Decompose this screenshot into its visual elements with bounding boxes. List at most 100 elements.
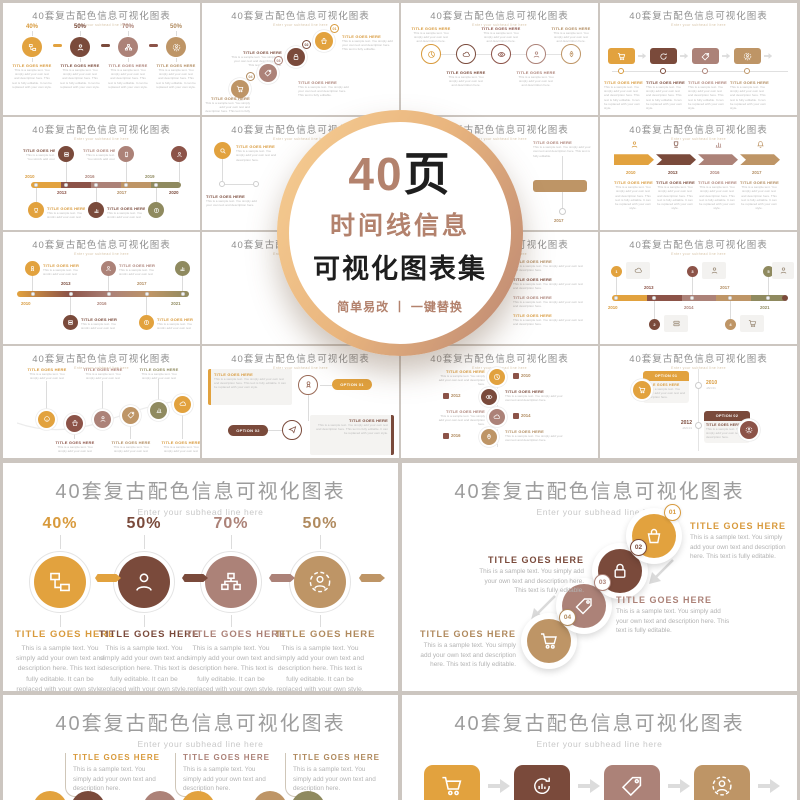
step-body: This is a sample text. You simply add yo… (85, 153, 115, 161)
slide-thumb-16[interactable]: 40套复古配色信息可视化图表 Enter your subhead line h… (600, 345, 797, 458)
large-preview-grid: 40套复古配色信息可视化图表 Enter your subhead line h… (0, 463, 800, 800)
user-icon (710, 266, 719, 275)
timeline-node (145, 291, 149, 296)
stem-line (616, 276, 617, 295)
step-text: TITLE GOES HERE This is a sample text. Y… (204, 96, 250, 115)
slide-thumb-04[interactable]: 40套复古配色信息可视化图表 Enter your subhead line h… (600, 3, 797, 116)
user-target-icon (745, 426, 753, 434)
slide-thumb-13[interactable]: 40套复古配色信息可视化图表 Enter your subhead line h… (3, 345, 200, 458)
cup-icon (33, 207, 40, 214)
year-sub-label: JAN 01 (706, 385, 716, 390)
step-body: This is a sample text. You simply add yo… (275, 645, 365, 691)
stem-line (182, 414, 183, 439)
timeline-node (618, 68, 624, 74)
badge-count-suffix: 页 (403, 148, 452, 200)
thumb-title: 40套复古配色信息可视化图表 (32, 353, 171, 365)
step-body: This is a sample text. You simply add yo… (85, 371, 121, 381)
slide-thumb-09[interactable]: 40套复古配色信息可视化图表 Enter your subhead line h… (3, 231, 200, 344)
org-chart-icon (218, 569, 244, 595)
bar-chart-icon (155, 406, 163, 414)
stem-line (126, 162, 127, 183)
slide-thumb-05[interactable]: 40套复古配色信息可视化图表 Enter your subhead line h… (3, 117, 200, 230)
step-circle (259, 64, 277, 82)
slide-thumb-03[interactable]: 40套复古配色信息可视化图表 Enter your subhead line h… (401, 3, 598, 116)
bar-segment (612, 294, 647, 301)
thumb-title: 40套复古配色信息可视化图表 (430, 11, 569, 22)
slide-thumb-08[interactable]: 40套复古配色信息可视化图表 Enter your subhead line h… (600, 117, 797, 230)
step-title: TITLE GOES HERE (616, 595, 713, 605)
step-body: This is a sample text. You simply add yo… (413, 31, 449, 42)
lock-icon (610, 561, 630, 581)
thumb-canvas: TITLE GOES HERE This is a sample text. Yo… (202, 138, 399, 229)
step-title: TITLE GOES HERE (12, 63, 52, 68)
step-card (424, 765, 480, 800)
year-label: 2013 (57, 190, 67, 196)
step-circle (287, 48, 305, 66)
arrow-right-icon (638, 52, 647, 60)
step-title: TITLE GOES HERE (210, 96, 250, 101)
option-pill: OPTION 02 (228, 424, 268, 436)
thumb-canvas: 40% TITLE GOES HERE This is a sample tex… (3, 24, 200, 115)
cart-icon (440, 774, 464, 800)
server-icon (63, 151, 70, 158)
step-circle (174, 395, 191, 413)
chevron-segment (740, 154, 780, 166)
step-number: 04 (559, 609, 576, 626)
preview-slide-diagonal-steps[interactable]: 40套复古配色信息可视化图表 Enter your subhead line h… (402, 463, 797, 691)
slide-canvas: 01 02 03 04 TITLE GOES HERE This is a sam… (402, 463, 797, 691)
step-body: This is a sample text. You simply add yo… (57, 444, 93, 454)
step-body: This is a sample text. You simply add yo… (741, 185, 777, 211)
year-chip: 2014 (513, 412, 531, 419)
server-icon (67, 319, 74, 326)
year-sub-label: JAN 01 (682, 425, 692, 430)
percent-step: 50% TITLE GOES HERE This is a sample tex… (60, 24, 100, 89)
user-icon (176, 151, 183, 158)
step-circle (166, 37, 186, 57)
thumb-canvas: TITLE GOES HERE This is a sample text. Yo… (600, 24, 797, 115)
slide-thumb-15[interactable]: 40套复古配色信息可视化图表 Enter your subhead line h… (401, 345, 598, 458)
cloud-icon (493, 413, 501, 421)
preview-slide-card-arrows[interactable]: 40套复古配色信息可视化图表 Enter your subhead line h… (402, 695, 797, 800)
year-label: 2019 (145, 174, 155, 180)
slide-thumb-02[interactable]: 40套复古配色信息可视化图表 Enter your subhead line h… (202, 3, 399, 116)
year-label: 2014 (521, 413, 531, 419)
chevron-segment (614, 154, 654, 166)
search-icon (219, 147, 227, 155)
step-circle (740, 420, 758, 439)
thumb-canvas: TITLE GOES HERE This is a sample text. Y… (202, 367, 399, 458)
step-circle (175, 260, 190, 276)
thumb-canvas: 2010 2013 2016 2017 TITLE GOES HERE This … (600, 138, 797, 229)
step-title: TITLE GOES HERE (513, 276, 553, 282)
year-label: 2017 (137, 280, 147, 286)
step-title: TITLE GOES HERE (513, 258, 553, 264)
preview-slide-percent-timeline[interactable]: 40套复古配色信息可视化图表 Enter your subhead line h… (3, 463, 398, 691)
year-label: 2013 (61, 280, 71, 286)
step-title: TITLE GOES HERE (161, 439, 200, 445)
stem-line (158, 378, 159, 411)
slide-thumb-01[interactable]: 40套复古配色信息可视化图表 Enter your subhead line h… (3, 3, 200, 116)
stem-line (654, 300, 655, 319)
icon-box (626, 261, 650, 279)
step-title: TITLE GOES HERE (293, 753, 381, 762)
slide-thumb-12[interactable]: 40套复古配色信息可视化图表 Enter your subhead line h… (600, 231, 797, 344)
step-title: TITLE GOES HERE (513, 294, 553, 300)
slide-thumb-14[interactable]: 40套复古配色信息可视化图表 Enter your subhead line h… (202, 345, 399, 458)
bell-icon (756, 140, 765, 149)
preview-slide-hooked-columns[interactable]: 40套复古配色信息可视化图表 Enter your subhead line h… (3, 695, 398, 800)
step-body: This is a sample text. You simply add yo… (513, 281, 583, 290)
year-label: 2016 (451, 433, 461, 439)
tag-icon (574, 596, 594, 616)
stem-line (319, 615, 321, 627)
thumb-canvas: 2010 2013 2016 2017 2019 2020 TITLE GOES… (3, 138, 200, 229)
